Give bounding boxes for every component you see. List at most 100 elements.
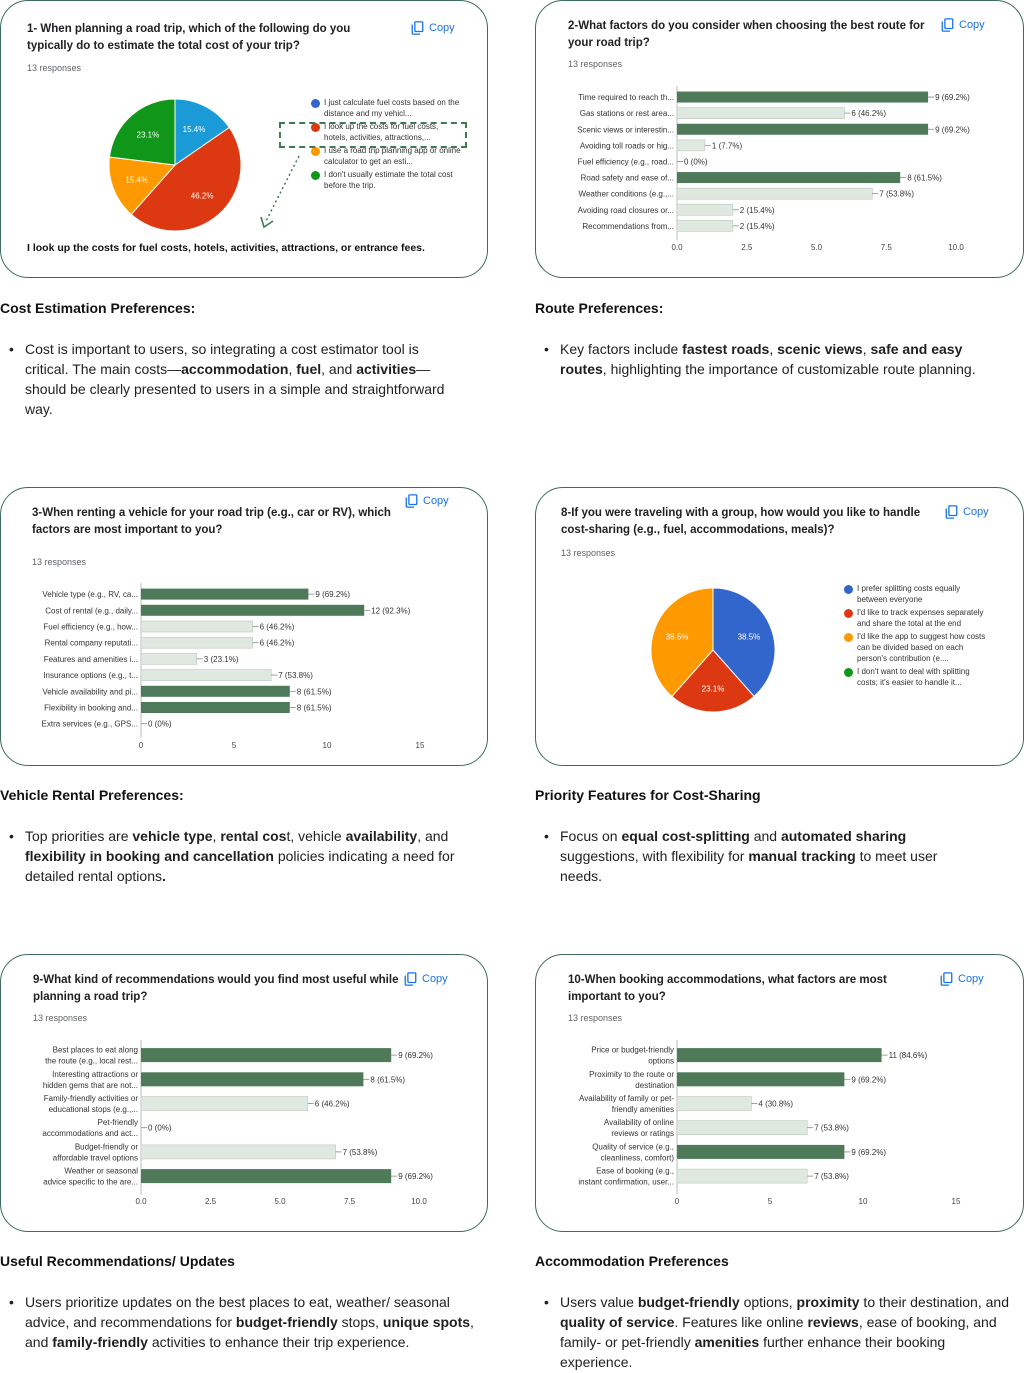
copy-button[interactable]: Copy [940,972,984,986]
category-label: Pet-friendly [98,1118,138,1127]
category-label: Cost of rental (e.g., daily... [45,606,138,615]
copy-icon [941,18,954,32]
legend-item: I don't usually estimate the total cost … [311,169,461,191]
survey-card-cost-estimation: 1- When planning a road trip, which of t… [0,0,488,278]
bullet-text: Users prioritize updates on the best pla… [25,1294,450,1330]
category-label: Vehicle type (e.g., RV, ca... [42,590,138,599]
bullet-text: t, vehicle [286,828,346,844]
bullet-emphasis: fastest roads [682,341,770,357]
legend-label: I'd like to track expenses separately an… [857,608,984,628]
response-count: 13 responses [33,1013,88,1023]
legend-item: I prefer splitting costs equally between… [844,583,989,605]
question-title: 1- When planning a road trip, which of t… [27,23,351,52]
bar [676,220,734,232]
bullet-emphasis: activities [356,361,417,377]
category-label: reviews or ratings [611,1129,674,1138]
category-label: advice specific to the are... [43,1178,138,1187]
category-label: accommodations and act... [42,1129,138,1138]
tick-label: 2.5 [741,243,753,252]
category-label: Avoiding road closures or... [578,206,674,215]
bar [676,203,734,216]
bar [140,1096,309,1111]
response-count: 13 responses [568,59,623,69]
value-label: 0 (0%) [148,720,172,729]
category-label: instant confirmation, user... [578,1178,674,1187]
legend-label: I'd like the app to suggest how costs ca… [857,632,986,663]
bullet-text: , [769,341,778,357]
legend-label: I just calculate fuel costs based on the… [324,98,460,118]
bar-chart-recommendations: Best places to eat along the route (e.g.,… [42,1040,433,1206]
highlight-box [279,122,467,148]
bullet-text: , highlighting the importance of customi… [602,361,976,377]
value-label: 1 (7.7%) [712,141,743,150]
bar [141,685,290,697]
bullet-text: , [212,828,221,844]
section-heading-vehicle: Vehicle Rental Preferences: [0,787,184,803]
bullet-emphasis: fuel [296,361,322,377]
category-label: Road safety and ease of... [581,174,674,183]
category-label: Insurance options (e.g., t... [43,671,138,680]
response-count: 13 responses [27,63,82,73]
copy-button[interactable]: Copy [941,18,985,32]
bullet-emphasis: safe and easy routes [560,341,963,377]
tick-label: 0.0 [671,243,683,252]
legend-label: I don't want to deal with splitting cost… [857,667,970,687]
copy-button[interactable]: Copy [404,972,448,986]
copy-button[interactable]: Copy [945,505,989,519]
pie-chart-cost-sharing: 38.5% 23.1% 38.5% [650,587,776,713]
bullet-emphasis: reviews [807,1314,859,1330]
bullet-emphasis: scenic views [777,341,863,357]
survey-card-cost-sharing: 8-If you were traveling with a group, ho… [535,487,1024,766]
bullet-emphasis: proximity [796,1294,860,1310]
section-heading-recommendations: Useful Recommendations/ Updates [0,1253,235,1269]
bullet-text: Users value [560,1294,638,1310]
bullet-emphasis: flexibility in booking and cancellation [25,848,274,864]
bar [141,1169,392,1184]
bar-chart-accommodation: Price or budget-friendly options 11 (84.6%… [578,1040,961,1206]
category-label: Features and amenities i... [44,655,138,664]
legend-dot-icon [311,171,320,180]
tick-label: 5 [232,741,237,750]
pie-slice [174,98,231,166]
value-label: 0 (0%) [148,1124,172,1133]
bullet-text: further enhance their booking experience… [560,1334,946,1370]
legend-label: I look up the costs for fuel costs, hote… [324,122,439,142]
bullet-recommendations: Users prioritize updates on the best pla… [6,1292,476,1352]
response-count: 13 responses [561,548,616,558]
value-label: 2 (15.4%) [740,222,775,231]
category-label: friendly amenities [612,1105,674,1114]
pie-legend: I prefer splitting costs equally between… [844,583,989,690]
legend-dot-icon [844,668,853,677]
bullet-emphasis: family-friendly [52,1334,148,1350]
value-label: 9 (69.2%) [315,590,350,599]
legend-item: I don't want to deal with splitting cost… [844,666,989,688]
bullet-text: options, [739,1294,797,1310]
bullet-text: policies indicating a need for detailed … [25,848,455,884]
value-label: 7 (53.8%) [814,1172,849,1181]
pie-slice [671,649,755,713]
question-title: 3-When renting a vehicle for your road t… [32,507,391,536]
bullet-emphasis: budget-friendly [235,1314,338,1330]
value-label: 6 (46.2%) [260,639,295,648]
tick-label: 0 [139,741,144,750]
bar [140,653,198,665]
copy-button[interactable]: Copy [411,21,455,35]
category-label: Price or budget-friendly [591,1046,674,1055]
category-label: Availability of family or pet- [579,1094,674,1103]
section-heading-route: Route Preferences: [535,300,664,316]
bullet-cost-sharing: Focus on equal cost-splitting and automa… [541,826,981,886]
category-label: educational stops (e.g.,... [49,1105,138,1114]
copy-button[interactable]: Copy [405,494,449,508]
value-label: 2 (15.4%) [740,206,775,215]
legend-dot-icon [311,147,320,156]
copy-icon [405,494,418,508]
pie-slice [712,587,776,698]
bar [141,1072,364,1087]
arrow-pointer-icon [260,155,300,229]
legend-label: I prefer splitting costs equally between… [857,584,961,604]
bullet-text: —should be clearly presented to users in… [25,361,445,417]
category-label: Availability of online [604,1118,675,1127]
value-label: 9 (69.2%) [935,125,970,134]
category-label: Proximity to the route or [589,1070,674,1079]
value-label: 8 (61.5%) [370,1075,405,1084]
